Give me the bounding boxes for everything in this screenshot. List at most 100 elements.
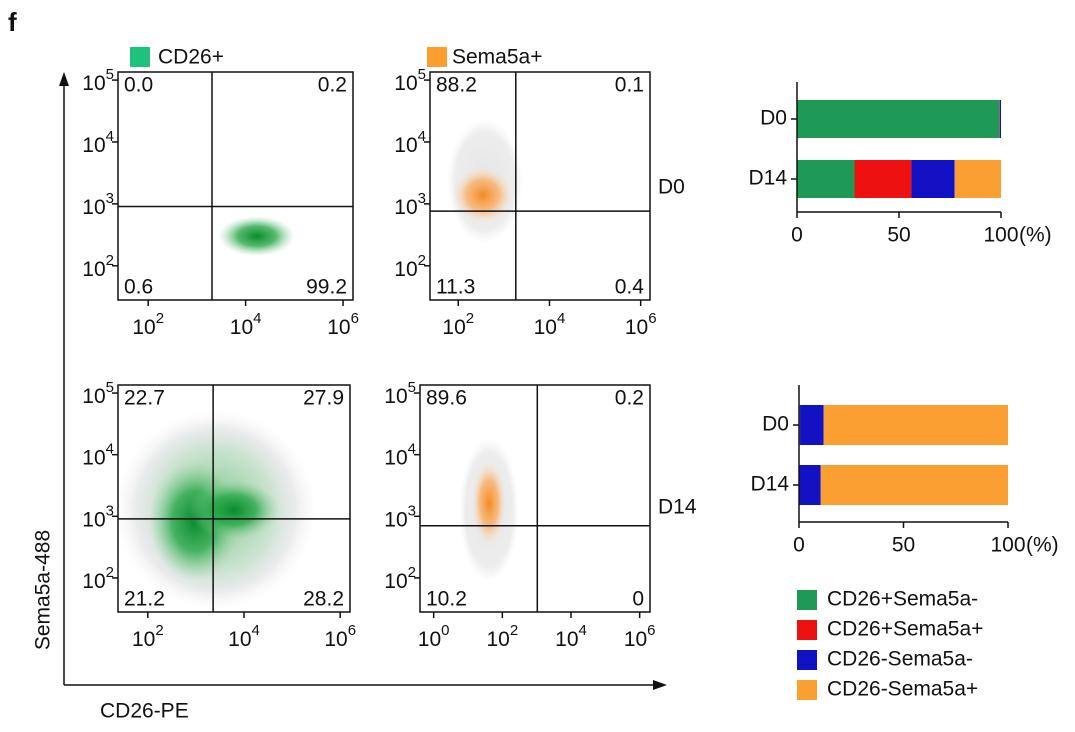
tick-base: 10 bbox=[384, 508, 407, 531]
tick-base: 10 bbox=[132, 316, 155, 339]
tick-base: 10 bbox=[394, 195, 417, 218]
tick-label: 104 bbox=[230, 310, 262, 339]
legend-label: CD26+Sema5a- bbox=[827, 588, 978, 611]
tick-label: 104 bbox=[534, 310, 566, 339]
bar-segment bbox=[854, 160, 912, 198]
tick-exponent: 0 bbox=[441, 622, 449, 639]
tick-base: 10 bbox=[82, 569, 105, 592]
tick-exponent: 2 bbox=[106, 252, 114, 269]
tick-label: 103 bbox=[82, 502, 114, 531]
bar-segment bbox=[823, 405, 1008, 445]
tick-label: 103 bbox=[394, 190, 426, 219]
bar-segment bbox=[954, 160, 1001, 198]
plot-frame bbox=[117, 384, 351, 613]
legend-label: CD26+Sema5a+ bbox=[827, 618, 983, 641]
tick-base: 10 bbox=[534, 316, 557, 339]
tick-base: 10 bbox=[228, 628, 251, 651]
y-tick-label: D0 bbox=[760, 107, 787, 130]
tick-label: 102 bbox=[132, 622, 164, 651]
tick-exponent: 4 bbox=[106, 441, 114, 458]
quadrant-percent: 0.4 bbox=[615, 276, 645, 299]
tick-label: 106 bbox=[327, 310, 359, 339]
y-axis-label: Sema5a-488 bbox=[32, 530, 55, 650]
row-label: D0 bbox=[658, 176, 685, 199]
quadrant-percent: 88.2 bbox=[436, 74, 477, 97]
plot-frame bbox=[419, 384, 651, 613]
quadrant-percent: 10.2 bbox=[426, 588, 467, 611]
quadrant-percent: 0 bbox=[632, 588, 644, 611]
y-tick-label: D14 bbox=[748, 167, 787, 190]
quadrant-percent: 21.2 bbox=[124, 588, 165, 611]
tick-base: 10 bbox=[132, 628, 155, 651]
tick-exponent: 3 bbox=[408, 502, 416, 519]
tick-exponent: 2 bbox=[466, 310, 474, 327]
panel-label: f bbox=[8, 7, 17, 37]
quadrant-percent: 27.9 bbox=[303, 387, 344, 410]
tick-exponent: 4 bbox=[106, 128, 114, 145]
bar-segment bbox=[911, 160, 955, 198]
quadrant-percent: 89.6 bbox=[426, 387, 467, 410]
quadrant-percent: 22.7 bbox=[124, 387, 165, 410]
bar-segment bbox=[799, 465, 821, 505]
tick-label: 105 bbox=[82, 66, 114, 95]
x-tick-label: 0 bbox=[791, 224, 803, 247]
tick-base: 10 bbox=[82, 508, 105, 531]
tick-exponent: 5 bbox=[106, 66, 114, 83]
tick-base: 10 bbox=[82, 446, 105, 469]
plot-frame bbox=[429, 71, 651, 301]
tick-exponent: 5 bbox=[106, 379, 114, 396]
tick-exponent: 6 bbox=[348, 622, 356, 639]
tick-exponent: 3 bbox=[418, 190, 426, 207]
tick-label: 106 bbox=[625, 310, 657, 339]
legend-swatch bbox=[797, 650, 817, 670]
tick-exponent: 2 bbox=[418, 252, 426, 269]
x-tick-label: 50 bbox=[892, 534, 915, 557]
tick-label: 100 bbox=[418, 622, 450, 651]
unit-label: (%) bbox=[1026, 534, 1059, 557]
tick-base: 10 bbox=[82, 385, 105, 408]
legend-label: CD26-Sema5a- bbox=[827, 648, 973, 671]
tick-label: 105 bbox=[82, 379, 114, 408]
tick-exponent: 4 bbox=[408, 441, 416, 458]
legend-label: Sema5a+ bbox=[452, 46, 542, 69]
tick-base: 10 bbox=[394, 72, 417, 95]
bar-segment bbox=[800, 405, 824, 445]
tick-exponent: 2 bbox=[156, 310, 164, 327]
tick-base: 10 bbox=[82, 134, 105, 157]
quadrant-percent: 99.2 bbox=[306, 276, 347, 299]
legend-swatch bbox=[797, 680, 817, 700]
tick-exponent: 5 bbox=[408, 379, 416, 396]
x-tick-label: 100 bbox=[990, 534, 1025, 557]
tick-base: 10 bbox=[486, 628, 509, 651]
tick-label: 106 bbox=[324, 622, 356, 651]
tick-exponent: 4 bbox=[253, 310, 261, 327]
tick-base: 10 bbox=[442, 316, 465, 339]
tick-label: 104 bbox=[82, 441, 114, 470]
tick-label: 102 bbox=[82, 564, 114, 593]
legend-label: CD26+ bbox=[158, 46, 224, 69]
tick-exponent: 4 bbox=[418, 128, 426, 145]
tick-exponent: 2 bbox=[155, 622, 163, 639]
tick-label: 105 bbox=[394, 66, 426, 95]
tick-label: 103 bbox=[82, 190, 114, 219]
tick-exponent: 6 bbox=[648, 310, 656, 327]
density-cloud bbox=[452, 167, 513, 224]
density-cloud bbox=[472, 461, 506, 546]
tick-label: 104 bbox=[555, 622, 587, 651]
row-label: D14 bbox=[658, 496, 697, 519]
density-cloud bbox=[189, 479, 279, 540]
tick-base: 10 bbox=[82, 72, 105, 95]
legend-label: CD26-Sema5a+ bbox=[827, 678, 978, 701]
tick-base: 10 bbox=[384, 446, 407, 469]
tick-label: 104 bbox=[228, 622, 260, 651]
bar-segment bbox=[797, 160, 855, 198]
bar-segment bbox=[797, 100, 1000, 138]
tick-base: 10 bbox=[82, 257, 105, 280]
tick-base: 10 bbox=[384, 569, 407, 592]
legend-swatch bbox=[427, 47, 447, 67]
tick-exponent: 6 bbox=[647, 622, 655, 639]
x-tick-label: 50 bbox=[887, 224, 910, 247]
quadrant-percent: 0.0 bbox=[124, 74, 153, 97]
tick-exponent: 6 bbox=[351, 310, 359, 327]
